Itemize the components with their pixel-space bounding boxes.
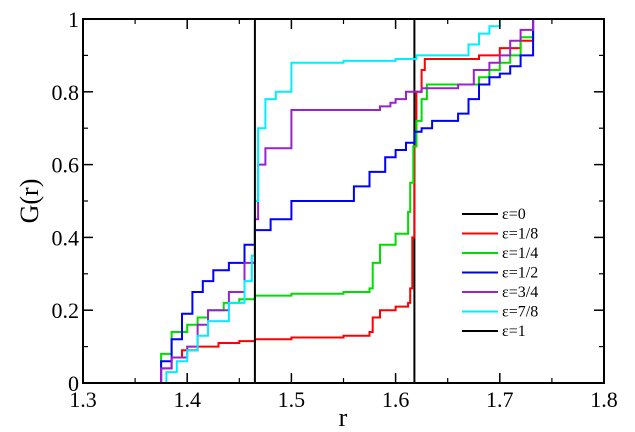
series-layer xyxy=(83,19,604,383)
x-axis-label: r xyxy=(339,403,348,432)
tick-layer: 1.3 1.4 1.5 1.6 1.7 1.8 0 0.2 0.4 0.6 0.8 1 xyxy=(52,7,618,412)
legend: ε=0 ε=1/8 ε=1/4 ε=1/2 ε=3/4 ε=7/8 ε=1 xyxy=(462,206,538,340)
y-axis-label: G(r) xyxy=(15,179,44,224)
series-line-5 xyxy=(83,19,604,383)
y-tick-label-5: 1 xyxy=(68,7,79,32)
series-line-3 xyxy=(83,19,604,383)
legend-label-6: ε=1 xyxy=(502,323,526,340)
legend-label-2: ε=1/4 xyxy=(502,245,538,262)
y-tick-label-4: 0.8 xyxy=(52,80,80,105)
series-line-6 xyxy=(83,19,604,383)
legend-label-1: ε=1/8 xyxy=(502,226,538,243)
legend-label-4: ε=3/4 xyxy=(502,284,538,301)
x-tick-label-3: 1.6 xyxy=(382,387,410,412)
x-tick-label-1: 1.4 xyxy=(173,387,201,412)
legend-label-5: ε=7/8 xyxy=(502,304,538,321)
series-line-2 xyxy=(83,19,604,383)
x-tick-label-4: 1.7 xyxy=(486,387,514,412)
x-tick-label-2: 1.5 xyxy=(278,387,306,412)
y-tick-label-2: 0.4 xyxy=(52,225,80,250)
y-tick-label-0: 0 xyxy=(68,371,79,396)
x-tick-label-0: 1.3 xyxy=(69,387,97,412)
x-tick-label-5: 1.8 xyxy=(590,387,618,412)
y-tick-label-1: 0.2 xyxy=(52,298,80,323)
legend-label-0: ε=0 xyxy=(502,206,526,223)
legend-label-3: ε=1/2 xyxy=(502,265,538,282)
y-tick-label-3: 0.6 xyxy=(52,153,80,178)
